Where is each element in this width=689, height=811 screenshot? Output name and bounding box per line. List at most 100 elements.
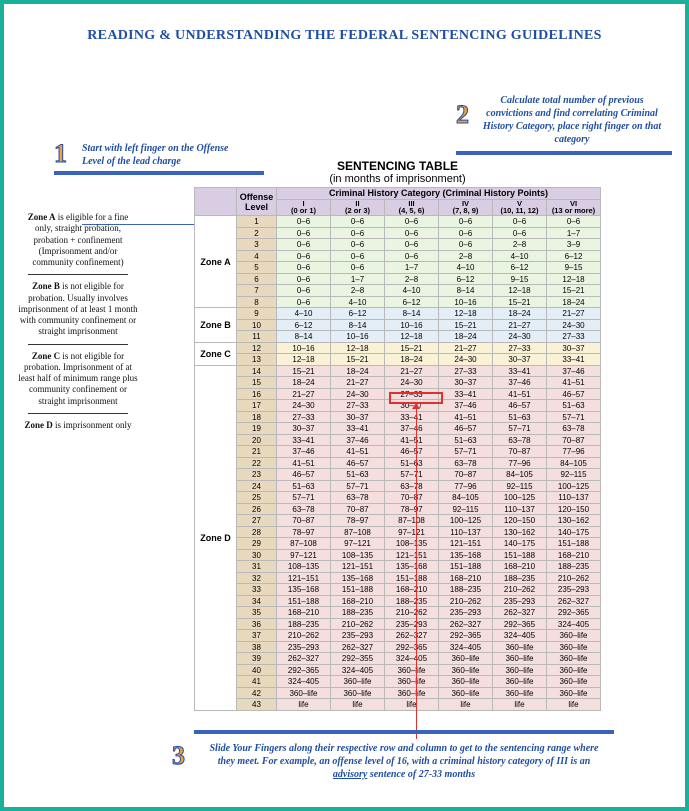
cell: 1–7 xyxy=(547,227,601,239)
cell: 235–293 xyxy=(547,584,601,596)
cell: 10–16 xyxy=(277,342,331,354)
cell: 262–327 xyxy=(439,618,493,630)
offense-level: 2 xyxy=(237,227,277,239)
cell: 8–14 xyxy=(385,308,439,320)
cell: 18–24 xyxy=(493,308,547,320)
step3-number: 3 xyxy=(172,741,185,771)
offense-level: 31 xyxy=(237,561,277,573)
cell: 41–51 xyxy=(493,388,547,400)
cell: 0–6 xyxy=(385,227,439,239)
cell: 151–188 xyxy=(493,549,547,561)
cell: 27–33 xyxy=(493,342,547,354)
cell: 33–41 xyxy=(439,388,493,400)
cell: 0–6 xyxy=(493,216,547,228)
divider xyxy=(28,413,128,414)
table-row: 41324–405360–life360–life360–life360–lif… xyxy=(195,676,601,688)
cell: 87–108 xyxy=(331,526,385,538)
cell: 4–10 xyxy=(385,285,439,297)
cell: 10–16 xyxy=(385,319,439,331)
cell: 324–405 xyxy=(277,676,331,688)
cell: 1–7 xyxy=(331,273,385,285)
cell: 110–137 xyxy=(547,492,601,504)
cell: 24–30 xyxy=(493,331,547,343)
offense-level: 25 xyxy=(237,492,277,504)
offense-level: 39 xyxy=(237,653,277,665)
cell: 324–405 xyxy=(493,630,547,642)
table-row: 35168–210188–235210–262235–293262–327292… xyxy=(195,607,601,619)
cell: 0–6 xyxy=(385,250,439,262)
table-subtitle: (in months of imprisonment) xyxy=(194,173,601,185)
offense-level: 4 xyxy=(237,250,277,262)
offense-level: 6 xyxy=(237,273,277,285)
cell: 15–21 xyxy=(547,285,601,297)
cell: 235–293 xyxy=(385,618,439,630)
cell: 110–137 xyxy=(439,526,493,538)
cell: 360–life xyxy=(331,687,385,699)
cell: 292–365 xyxy=(547,607,601,619)
cell: 97–121 xyxy=(385,526,439,538)
cell: 360–life xyxy=(439,664,493,676)
cell: 37–46 xyxy=(493,377,547,389)
cell: 63–78 xyxy=(547,423,601,435)
cell: 33–41 xyxy=(493,365,547,377)
cell: 37–46 xyxy=(547,365,601,377)
offense-level: 7 xyxy=(237,285,277,297)
cell: 15–21 xyxy=(439,319,493,331)
cell: 0–6 xyxy=(331,262,385,274)
cell: 188–235 xyxy=(331,607,385,619)
offense-level: 1 xyxy=(237,216,277,228)
cell: 87–108 xyxy=(385,515,439,527)
cell: 18–24 xyxy=(385,354,439,366)
cell: 140–175 xyxy=(547,526,601,538)
cell: 135–168 xyxy=(439,549,493,561)
offense-level: 18 xyxy=(237,411,277,423)
offense-level: 12 xyxy=(237,342,277,354)
cell: 24–30 xyxy=(547,319,601,331)
offense-level: 11 xyxy=(237,331,277,343)
cell: 360–life xyxy=(385,687,439,699)
cell: 30–37 xyxy=(331,411,385,423)
cell: 57–71 xyxy=(277,492,331,504)
cell: 51–63 xyxy=(385,457,439,469)
cell: 188–235 xyxy=(385,595,439,607)
cell: 8–14 xyxy=(277,331,331,343)
cell: 10–16 xyxy=(439,296,493,308)
table-row: 1827–3330–3733–4141–5151–6357–71 xyxy=(195,411,601,423)
cell: 97–121 xyxy=(277,549,331,561)
cell: 360–life xyxy=(439,687,493,699)
sentencing-table-wrap: SENTENCING TABLE (in months of imprisonm… xyxy=(194,159,601,711)
cell: 46–57 xyxy=(547,388,601,400)
cell: 27–33 xyxy=(547,331,601,343)
cell: 360–life xyxy=(439,676,493,688)
cell: 57–71 xyxy=(331,480,385,492)
cell: 12–18 xyxy=(385,331,439,343)
table-row: 1930–3733–4137–4646–5757–7163–78 xyxy=(195,423,601,435)
offense-level: 33 xyxy=(237,584,277,596)
cell: 2–8 xyxy=(385,273,439,285)
cell: 210–262 xyxy=(385,607,439,619)
zone-label: Zone B xyxy=(195,308,237,343)
cell: 6–12 xyxy=(493,262,547,274)
cell: 292–365 xyxy=(385,641,439,653)
cell: 135–168 xyxy=(331,572,385,584)
table-row: 2451–6357–7163–7877–9692–115100–125 xyxy=(195,480,601,492)
cell: 360–life xyxy=(277,687,331,699)
cell: 9–15 xyxy=(493,273,547,285)
cell: 140–175 xyxy=(493,538,547,550)
cell: 235–293 xyxy=(277,641,331,653)
zone-c-full: Zone C is not eligible for probation. Im… xyxy=(18,351,138,407)
cell: 188–235 xyxy=(439,584,493,596)
cell: life xyxy=(331,699,385,711)
cell: 51–63 xyxy=(331,469,385,481)
cell: 30–37 xyxy=(493,354,547,366)
table-title: SENTENCING TABLE xyxy=(194,159,601,173)
table-row: 38235–293262–327292–365324–405360–life36… xyxy=(195,641,601,653)
cell: 100–125 xyxy=(439,515,493,527)
offense-level: 35 xyxy=(237,607,277,619)
offense-level: 9 xyxy=(237,308,277,320)
step3-part-a: Slide Your Fingers along their respectiv… xyxy=(209,743,598,767)
cell: 78–97 xyxy=(331,515,385,527)
cell: 324–405 xyxy=(439,641,493,653)
bottom-bar xyxy=(194,730,614,734)
cell: 33–41 xyxy=(547,354,601,366)
